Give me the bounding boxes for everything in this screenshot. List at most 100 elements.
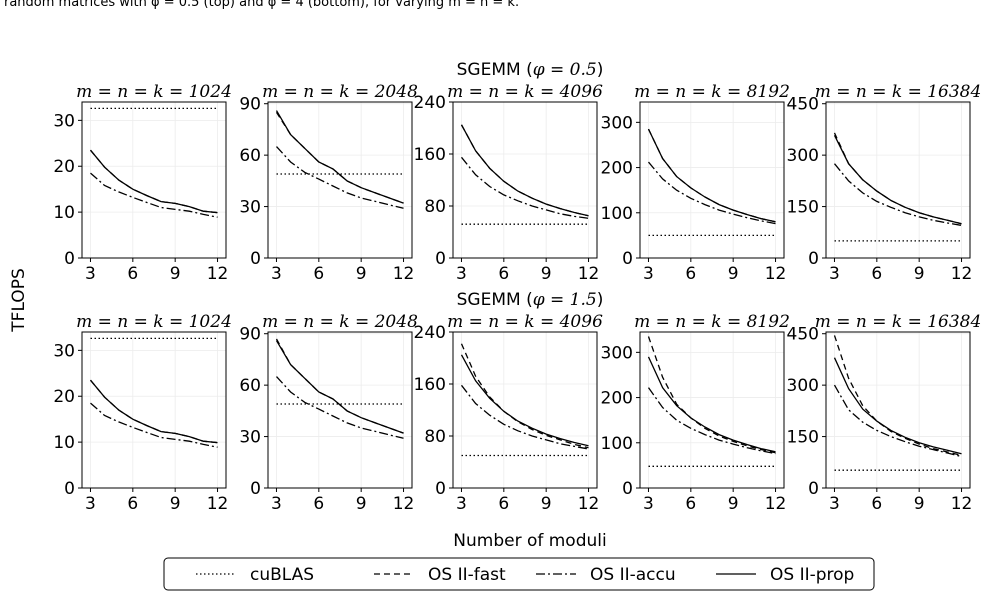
- y-tick-label: 60: [239, 146, 261, 166]
- y-tick-label: 300: [787, 146, 819, 166]
- x-tick-label: 3: [271, 494, 282, 514]
- series-os-ii-fast: [460, 343, 589, 449]
- x-tick-label: 12: [207, 264, 229, 284]
- series-os-ii-accu: [833, 163, 962, 227]
- series-os-ii-prop: [89, 149, 218, 214]
- x-tick-label: 6: [127, 494, 138, 514]
- series-os-ii-prop: [460, 124, 589, 217]
- panel-title: m = n = k = 16384: [815, 312, 982, 332]
- x-tick-label: 12: [951, 494, 973, 514]
- y-tick-label: 240: [414, 323, 446, 343]
- y-tick-label: 300: [787, 376, 819, 396]
- plot-frame: [267, 101, 413, 259]
- y-tick-label: 80: [424, 427, 446, 447]
- x-tick-label: 6: [871, 264, 882, 284]
- y-tick-label: 20: [53, 387, 75, 407]
- legend-box: [163, 557, 875, 591]
- panel-title: m = n = k = 1024: [76, 82, 232, 102]
- y-tick-label: 160: [414, 145, 446, 165]
- plot-frame: [267, 331, 413, 489]
- caption-line-2: random matrices with φ = 0.5 (top) and φ…: [4, 0, 520, 10]
- x-tick-label: 3: [456, 494, 467, 514]
- x-tick-label: 9: [170, 494, 181, 514]
- plot-frame: [81, 331, 227, 489]
- series-os-ii-fast: [275, 338, 404, 434]
- series-os-ii-prop: [275, 340, 404, 434]
- y-tick-label: 300: [601, 113, 633, 133]
- x-tick-label: 9: [170, 264, 181, 284]
- y-tick-label: 60: [239, 376, 261, 396]
- y-tick-label: 0: [435, 249, 446, 269]
- panel-1-2: 3 6 9 12 0 30 60 90m = n = k = 2048: [239, 82, 418, 284]
- y-tick-label: 0: [250, 479, 261, 499]
- series-os-ii-fast: [833, 335, 962, 457]
- panel-title: m = n = k = 4096: [447, 312, 603, 332]
- plot-frame: [81, 101, 227, 259]
- x-tick-label: 6: [127, 264, 138, 284]
- y-tick-label: 0: [622, 479, 633, 499]
- y-tick-label: 0: [435, 479, 446, 499]
- x-tick-label: 6: [871, 494, 882, 514]
- y-tick-label: 200: [601, 159, 633, 179]
- plot-frame: [452, 101, 598, 259]
- series-os-ii-fast: [89, 379, 218, 444]
- row-title: SGEMM (φ = 0.5): [457, 60, 604, 80]
- y-tick-label: 90: [239, 325, 261, 345]
- legend-label: cuBLAS: [250, 565, 314, 585]
- y-tick-label: 150: [787, 198, 819, 218]
- y-tick-label: 0: [808, 479, 819, 499]
- series-os-ii-accu: [833, 384, 962, 458]
- x-tick-label: 12: [765, 264, 787, 284]
- panel-title: m = n = k = 2048: [262, 312, 418, 332]
- plot-frame: [825, 331, 971, 489]
- x-tick-label: 12: [765, 494, 787, 514]
- y-tick-label: 0: [64, 249, 75, 269]
- x-tick-label: 12: [951, 264, 973, 284]
- y-tick-label: 30: [239, 198, 261, 218]
- series-os-ii-prop: [460, 354, 589, 447]
- x-tick-label: 3: [456, 264, 467, 284]
- legend-label: OS II-fast: [428, 565, 506, 585]
- series-os-ii-fast: [275, 111, 404, 204]
- y-tick-label: 450: [787, 95, 819, 115]
- x-tick-label: 9: [914, 264, 925, 284]
- series-os-ii-prop: [89, 379, 218, 444]
- x-tick-label: 3: [85, 494, 96, 514]
- x-tick-label: 12: [207, 494, 229, 514]
- y-tick-label: 20: [53, 157, 75, 177]
- y-tick-label: 10: [53, 433, 75, 453]
- y-tick-label: 0: [64, 479, 75, 499]
- y-tick-label: 100: [601, 434, 633, 454]
- plot-frame: [639, 101, 785, 259]
- x-tick-label: 3: [643, 494, 654, 514]
- series-os-ii-prop: [833, 357, 962, 455]
- series-os-ii-accu: [647, 387, 776, 455]
- y-tick-label: 0: [622, 249, 633, 269]
- panel-title: m = n = k = 16384: [815, 82, 982, 102]
- series-os-ii-accu: [276, 376, 404, 439]
- x-tick-label: 3: [85, 264, 96, 284]
- x-axis-label: Number of moduli: [453, 531, 606, 551]
- y-tick-label: 100: [601, 204, 633, 224]
- x-tick-label: 9: [356, 264, 367, 284]
- series-os-ii-fast: [647, 336, 776, 454]
- y-axis-label: TFLOPS: [9, 268, 29, 332]
- y-tick-label: 30: [239, 428, 261, 448]
- series-os-ii-prop: [275, 110, 404, 204]
- y-tick-label: 240: [414, 93, 446, 113]
- x-tick-label: 6: [313, 264, 324, 284]
- x-tick-label: 9: [914, 494, 925, 514]
- panel-2-2: 3 6 9 12 0 30 60 90m = n = k = 2048: [239, 312, 418, 514]
- x-tick-label: 9: [541, 264, 552, 284]
- y-tick-label: 10: [53, 203, 75, 223]
- panel-title: m = n = k = 1024: [76, 312, 232, 332]
- plot-frame: [452, 331, 598, 489]
- series-os-ii-prop: [647, 356, 776, 453]
- legend-entry-os-ii-fast: OS II-fast: [374, 565, 506, 585]
